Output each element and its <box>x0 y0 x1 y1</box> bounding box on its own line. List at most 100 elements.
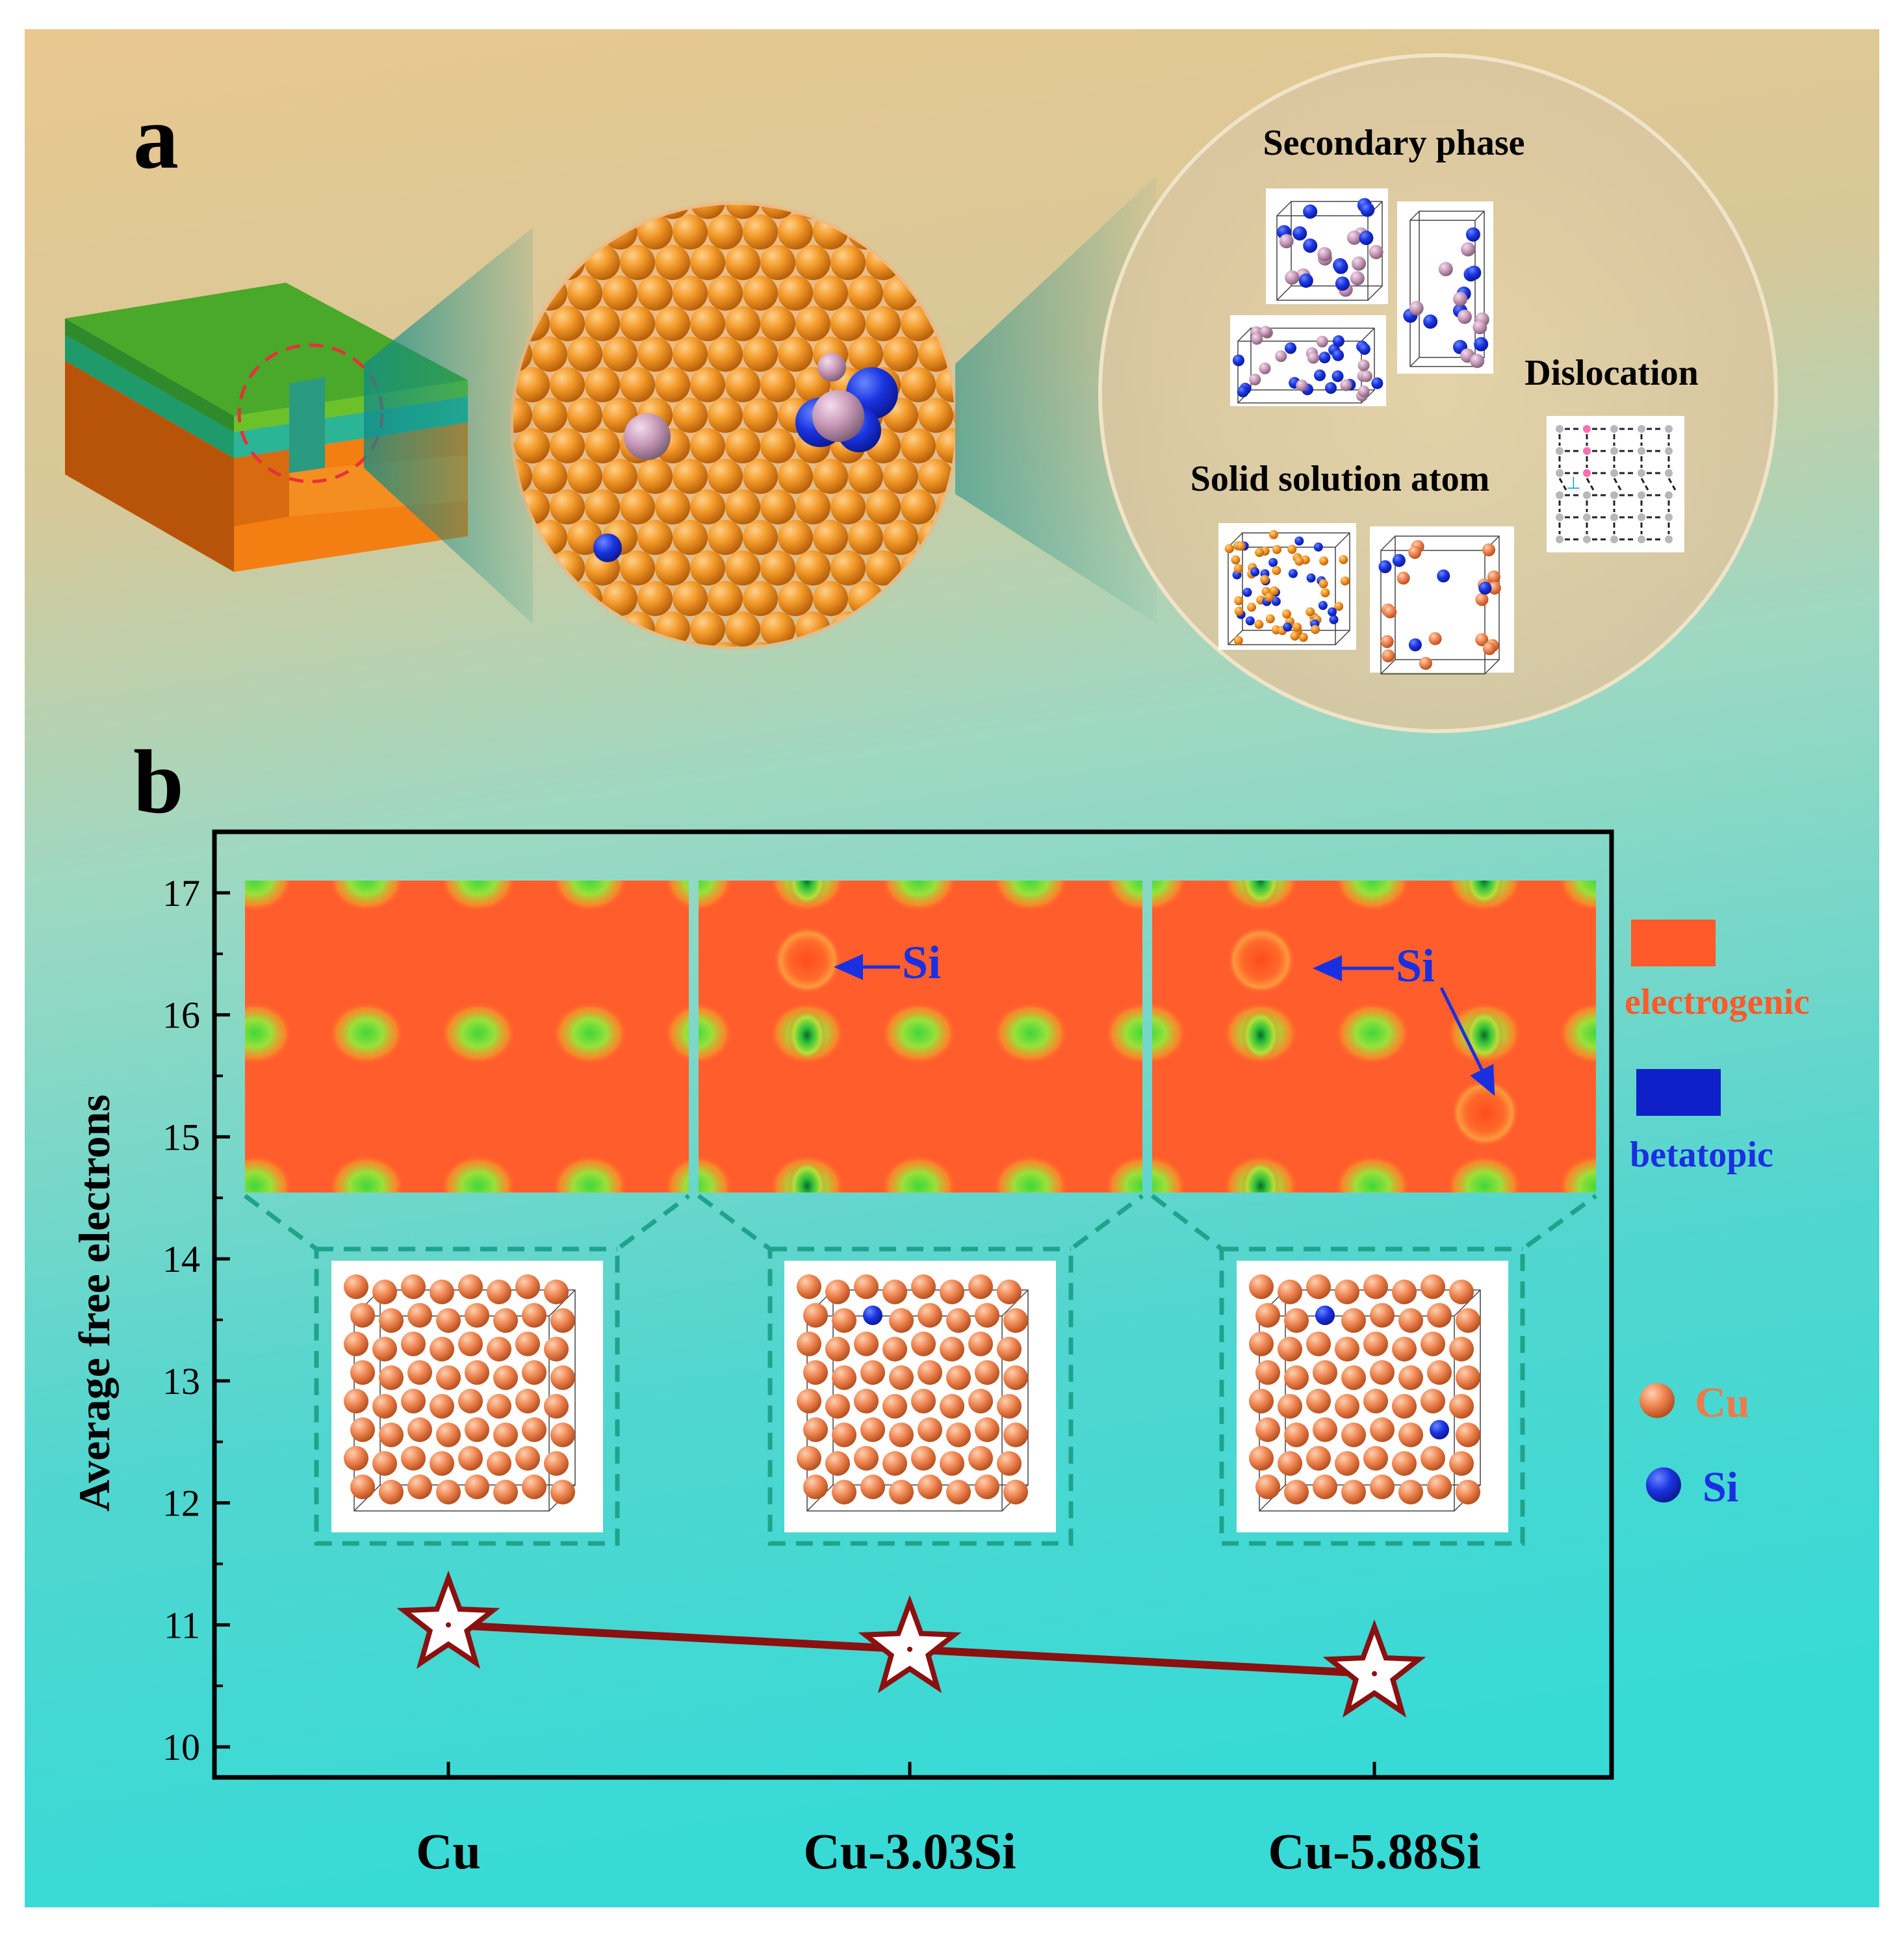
density-spot <box>552 1155 628 1193</box>
cu-atom <box>544 1451 569 1476</box>
secondary-phase-cell-3 <box>1230 315 1386 406</box>
cu-atom <box>866 550 901 586</box>
pink-atom-2 <box>812 390 864 442</box>
cu-atom <box>379 1365 404 1390</box>
atom <box>1438 262 1453 277</box>
cu-atom <box>673 520 708 555</box>
cu-atom <box>493 1365 518 1390</box>
atom <box>1332 349 1344 361</box>
x-tick-label: Cu <box>416 1823 481 1879</box>
cu-atom <box>832 1480 856 1504</box>
cu-atom <box>797 1274 821 1299</box>
cu-atom <box>803 1475 828 1499</box>
cu-atom <box>860 1475 885 1499</box>
y-tick-label: 13 <box>162 1360 200 1402</box>
cu-atom <box>430 1337 454 1361</box>
cu-atom <box>436 1308 461 1333</box>
cu-atom <box>430 1394 454 1419</box>
atom <box>1294 536 1304 546</box>
density-spot <box>1335 1002 1410 1064</box>
cu-atom <box>436 1365 461 1390</box>
si-atom <box>1430 1420 1449 1439</box>
atom <box>1279 234 1294 249</box>
cu-atom <box>832 1308 856 1333</box>
cu-atom <box>550 1423 575 1447</box>
cu-atom <box>830 550 866 586</box>
cu-atom <box>1306 1446 1331 1471</box>
lattice-node <box>1665 447 1673 455</box>
density-spot <box>329 1002 404 1064</box>
cu-atom <box>1003 1423 1028 1447</box>
lattice-node <box>1556 469 1563 477</box>
atom <box>1303 204 1318 219</box>
si-atom <box>863 1306 882 1325</box>
x-axis: Cu Cu-3.03Si Cu-5.88Si <box>416 1762 1481 1879</box>
cu-atom <box>690 306 725 341</box>
cu-atom <box>1363 1332 1388 1356</box>
cu-atom <box>1335 1337 1359 1361</box>
cu-atom <box>940 1280 964 1304</box>
cu-atom <box>602 337 637 372</box>
atom <box>1311 625 1320 634</box>
cu-atom <box>725 245 760 280</box>
lattice-node <box>1610 491 1618 499</box>
cu-atom <box>550 1480 575 1504</box>
lattice-node <box>1638 469 1645 477</box>
cu-atom <box>522 1417 547 1442</box>
cu-atom <box>487 1280 511 1304</box>
atom <box>1249 374 1261 386</box>
lattice-node <box>1583 447 1591 455</box>
atom <box>1233 636 1243 645</box>
cu-atom <box>407 1475 432 1499</box>
cu-atom <box>743 520 778 555</box>
cu-atom <box>637 520 673 555</box>
atom <box>1265 592 1274 602</box>
cu-atom <box>918 1475 942 1499</box>
y-tick-label: 14 <box>162 1238 200 1280</box>
atom <box>1307 352 1319 364</box>
atom <box>1293 623 1302 632</box>
y-tick-label: 12 <box>162 1482 200 1525</box>
cu-atom <box>743 214 778 250</box>
cu-atom <box>673 581 708 616</box>
lattice-node <box>1610 425 1618 433</box>
cu-atom <box>968 1446 993 1471</box>
cu-atom <box>690 489 725 524</box>
atom-legend: Cu Si <box>1640 1379 1749 1511</box>
si-annotation-2: Si <box>1396 940 1435 992</box>
cu-atom <box>379 1423 404 1447</box>
atom <box>1319 579 1328 589</box>
cu-atom <box>350 1417 375 1442</box>
density-spot <box>1105 881 1142 912</box>
cu-atom <box>620 245 655 280</box>
cu-atom <box>1284 1308 1309 1333</box>
cu-atom <box>911 1446 936 1471</box>
atom <box>1340 379 1352 391</box>
atom <box>1232 354 1244 367</box>
atom <box>1332 370 1344 382</box>
cu-atom <box>515 1332 540 1356</box>
atom <box>1453 292 1468 307</box>
atom <box>1319 352 1331 364</box>
density-spot <box>1105 1002 1142 1064</box>
lattice-node <box>1610 535 1618 543</box>
density-spot <box>1152 1002 1187 1064</box>
y-tick-label: 15 <box>162 1116 200 1158</box>
atom <box>1245 616 1255 626</box>
layered-block <box>65 283 468 572</box>
cu-atom <box>515 1274 540 1299</box>
lattice-node <box>1556 513 1563 521</box>
cu-atom <box>1335 1394 1359 1419</box>
cu-atom <box>637 581 673 616</box>
cu-atom <box>1284 1423 1309 1447</box>
si-density-spot <box>1241 1009 1280 1061</box>
cu-atom <box>515 367 550 402</box>
density-spot <box>329 881 404 912</box>
cu-atom <box>522 1303 547 1328</box>
cu-atom <box>848 520 883 555</box>
atom <box>1371 377 1383 389</box>
cu-atom <box>620 306 655 341</box>
atom <box>1298 632 1308 642</box>
atom <box>1231 555 1241 565</box>
cu-atom <box>465 1475 489 1499</box>
